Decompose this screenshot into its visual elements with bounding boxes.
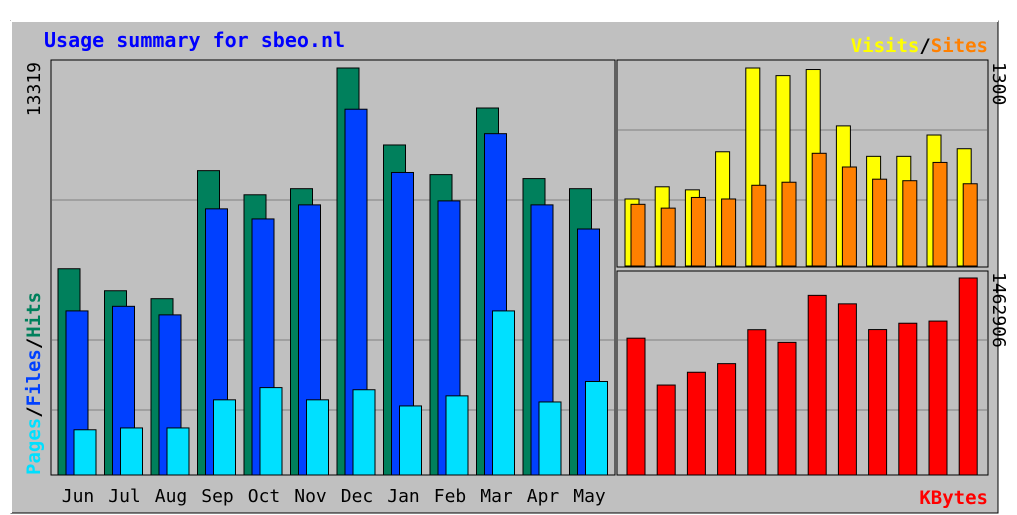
bar-pages-may <box>585 380 608 476</box>
bar-sites-dec <box>811 152 827 267</box>
kbytes-panel <box>616 270 989 476</box>
legend-files: Files <box>23 349 45 406</box>
bar-sites-apr <box>932 161 948 267</box>
bar-sites-nov <box>781 181 797 267</box>
month-label-aug: Aug <box>155 486 188 507</box>
month-label-nov: Nov <box>294 486 327 507</box>
month-label-dec: Dec <box>341 486 374 507</box>
bar-pages-mar <box>492 310 515 476</box>
right-top-axis-max: 1300 <box>988 62 1009 105</box>
bar-kbytes-dec <box>807 294 827 476</box>
right-bottom-axis-max: 1462906 <box>988 272 1009 348</box>
bar-kbytes-jan <box>837 303 857 476</box>
month-label-oct: Oct <box>248 486 281 507</box>
bar-kbytes-oct <box>747 329 767 476</box>
bar-kbytes-sep <box>717 363 737 476</box>
bar-pages-sep <box>213 399 236 476</box>
legend-kbytes: KBytes <box>919 487 988 509</box>
bar-sites-may <box>962 183 978 267</box>
legend-pages: Pages <box>23 418 45 475</box>
bar-pages-jan <box>399 405 422 476</box>
month-label-feb: Feb <box>434 486 467 507</box>
month-label-mar: Mar <box>480 486 513 507</box>
legend-sites: Sites <box>931 35 988 57</box>
chart-title: Usage summary for sbeo.nl <box>44 28 345 52</box>
bar-kbytes-aug <box>686 371 706 476</box>
bar-pages-oct <box>259 387 283 476</box>
legend-separator-1: / <box>23 406 45 417</box>
bar-pages-jul <box>120 427 143 476</box>
bar-pages-apr <box>538 401 562 476</box>
bar-sites-sep <box>721 198 737 267</box>
legend-hits: Hits <box>23 292 45 338</box>
bar-kbytes-mar <box>898 322 918 476</box>
bar-kbytes-apr <box>928 320 948 476</box>
bar-pages-nov <box>306 399 329 476</box>
bar-kbytes-jul <box>656 384 676 476</box>
visits-sites-legend: Visits/Sites <box>851 35 988 57</box>
pages-files-hits-legend: Pages/Files/Hits <box>23 292 45 475</box>
left-axis-max: 13319 <box>24 62 45 116</box>
bar-kbytes-may <box>958 277 978 476</box>
bar-sites-feb <box>872 178 888 267</box>
main-panel <box>50 59 616 476</box>
month-label-jul: Jul <box>108 486 141 507</box>
month-label-jun: Jun <box>62 486 95 507</box>
month-label-apr: Apr <box>527 486 560 507</box>
bar-pages-aug <box>166 427 190 476</box>
bar-sites-oct <box>751 184 767 267</box>
bar-kbytes-jun <box>626 337 646 476</box>
legend-separator-2: / <box>23 338 45 349</box>
bar-sites-aug <box>690 196 706 267</box>
bar-sites-jan <box>841 166 857 267</box>
visits-panel <box>616 59 989 268</box>
bar-kbytes-nov <box>777 341 797 476</box>
month-label-sep: Sep <box>201 486 234 507</box>
bar-pages-dec <box>352 389 376 476</box>
bar-sites-jun <box>630 203 646 267</box>
bar-kbytes-feb <box>868 329 888 476</box>
bar-pages-feb <box>445 395 469 476</box>
month-label-jan: Jan <box>387 486 420 507</box>
bar-sites-jul <box>660 207 676 267</box>
bar-sites-mar <box>902 180 918 267</box>
month-label-may: May <box>573 486 606 507</box>
legend-separator: / <box>919 35 930 57</box>
bar-pages-jun <box>73 429 97 476</box>
legend-visits: Visits <box>851 35 920 57</box>
